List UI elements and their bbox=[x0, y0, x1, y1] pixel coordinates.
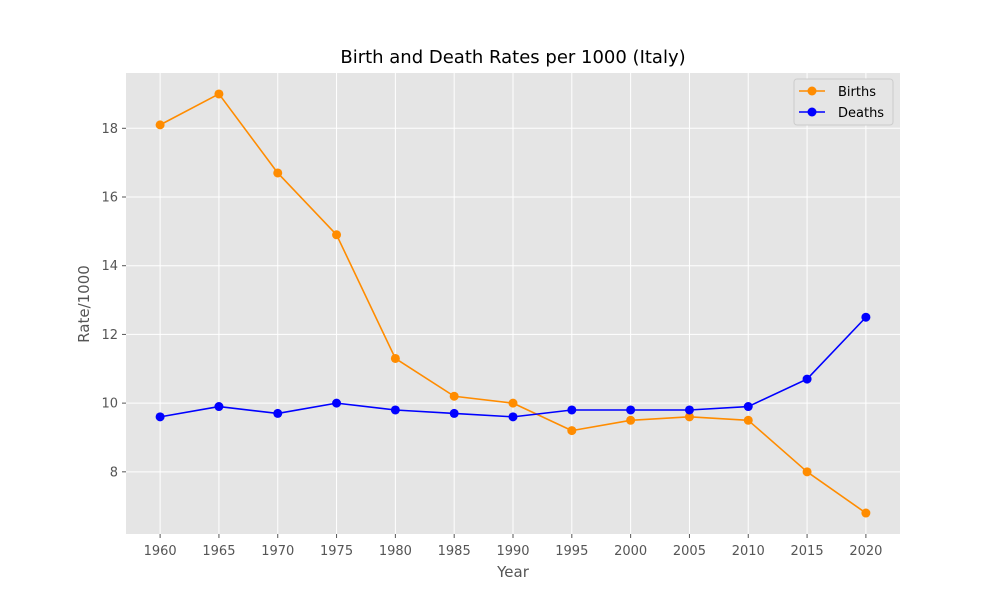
data-point-births bbox=[508, 398, 518, 408]
y-tick-label: 18 bbox=[101, 122, 118, 137]
legend-deaths-marker bbox=[807, 107, 817, 117]
x-tick-label: 1980 bbox=[379, 544, 412, 559]
x-tick-label: 1975 bbox=[320, 544, 353, 559]
grid-lines bbox=[126, 73, 900, 534]
x-tick-label: 2005 bbox=[673, 544, 706, 559]
data-point-births bbox=[743, 415, 753, 425]
x-axis-label: Year bbox=[496, 563, 530, 581]
data-point-births bbox=[567, 426, 577, 436]
data-point-births bbox=[332, 230, 342, 240]
y-axis-ticks: 8 10 12 14 16 18 bbox=[101, 122, 126, 480]
data-point-deaths bbox=[684, 405, 694, 415]
y-tick-label: 8 bbox=[110, 465, 118, 480]
y-axis-label: Rate/1000 bbox=[75, 265, 93, 343]
x-tick-label: 1960 bbox=[144, 544, 177, 559]
data-point-births bbox=[861, 508, 871, 518]
data-point-deaths bbox=[567, 405, 577, 415]
chart-title: Birth and Death Rates per 1000 (Italy) bbox=[340, 47, 685, 68]
x-tick-label: 1985 bbox=[438, 544, 471, 559]
data-point-births bbox=[155, 120, 165, 130]
legend: Births Deaths bbox=[793, 78, 894, 126]
x-tick-label: 1970 bbox=[261, 544, 294, 559]
x-tick-label: 2015 bbox=[791, 544, 824, 559]
series-layer bbox=[155, 89, 871, 518]
data-point-deaths bbox=[332, 398, 342, 408]
y-tick-label: 10 bbox=[101, 397, 118, 412]
data-point-deaths bbox=[390, 405, 400, 415]
x-tick-label: 2000 bbox=[614, 544, 647, 559]
data-point-births bbox=[626, 415, 636, 425]
y-tick-label: 14 bbox=[101, 259, 118, 274]
data-point-births bbox=[390, 353, 400, 363]
x-tick-label: 1995 bbox=[555, 544, 588, 559]
data-point-births bbox=[802, 467, 812, 477]
data-point-deaths bbox=[743, 402, 753, 412]
legend-births-label: Births bbox=[838, 85, 876, 100]
data-point-births bbox=[214, 89, 224, 99]
data-point-deaths bbox=[508, 412, 518, 422]
data-point-deaths bbox=[626, 405, 636, 415]
data-point-births bbox=[684, 412, 694, 422]
x-axis-ticks: 1960 1965 1970 1975 1980 1985 1990 1995 2000 2005… bbox=[144, 534, 882, 559]
y-tick-label: 16 bbox=[101, 191, 118, 206]
data-point-deaths bbox=[273, 408, 283, 418]
data-point-deaths bbox=[214, 402, 224, 412]
data-point-deaths bbox=[861, 312, 871, 322]
data-point-deaths bbox=[155, 412, 165, 422]
x-tick-label: 2020 bbox=[849, 544, 882, 559]
y-tick-label: 12 bbox=[101, 328, 118, 343]
data-point-births bbox=[273, 168, 283, 178]
x-tick-label: 2010 bbox=[732, 544, 765, 559]
data-point-deaths bbox=[802, 374, 812, 384]
series-deaths bbox=[155, 312, 871, 422]
data-point-births bbox=[449, 391, 459, 401]
x-tick-label: 1990 bbox=[496, 544, 529, 559]
series-births bbox=[155, 89, 871, 518]
legend-deaths-label: Deaths bbox=[838, 106, 884, 121]
legend-births-marker bbox=[807, 86, 817, 96]
data-point-deaths bbox=[449, 408, 459, 418]
x-tick-label: 1965 bbox=[202, 544, 235, 559]
